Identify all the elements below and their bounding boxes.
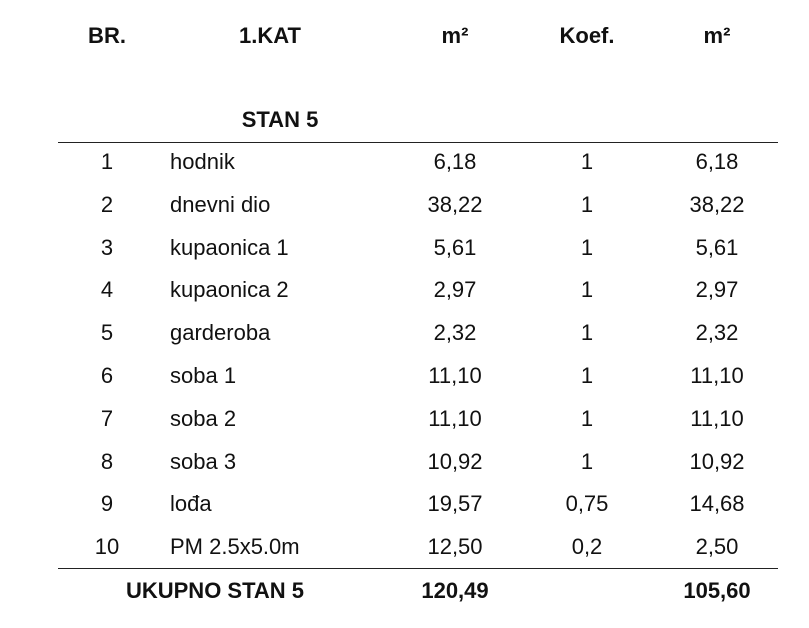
col-number-cell: 10 <box>94 534 120 560</box>
col-area-cell: 6,18 <box>433 149 477 174</box>
col-net-area-cell: 10,92 <box>689 448 745 474</box>
col-area-header: m² <box>441 23 469 48</box>
col-room-cell: kupaonica 2 <box>170 277 289 303</box>
col-area-cell: 38,22 <box>427 191 483 217</box>
total-label: UKUPNO STAN 5 <box>125 578 305 603</box>
col-number-cell: 7 <box>100 405 114 431</box>
col-room-cell: soba 3 <box>170 448 237 474</box>
col-coef-header: Koef. <box>559 23 615 48</box>
col-net-area-header: m² <box>703 23 731 48</box>
col-coef-cell: 1 <box>580 320 594 346</box>
col-area-cell: 5,61 <box>433 234 477 260</box>
col-room-cell: soba 1 <box>170 363 237 388</box>
section-title: STAN 5 <box>241 107 319 132</box>
col-number-cell: 5 <box>100 320 114 346</box>
col-area-cell: 2,32 <box>433 320 477 346</box>
col-room-cell: hodnik <box>170 149 235 174</box>
col-net-area-cell: 11,10 <box>690 405 744 431</box>
col-room-cell: soba 2 <box>170 405 237 431</box>
col-coef-cell: 1 <box>580 277 594 303</box>
col-area-cell: 19,57 <box>427 491 483 517</box>
total-net-area: 105,60 <box>683 578 751 603</box>
col-coef-cell: 1 <box>580 448 594 474</box>
col-net-area-cell: 11,10 <box>690 363 744 388</box>
header-rule <box>58 142 778 143</box>
col-coef-cell: 1 <box>580 405 594 431</box>
col-net-area-cell: 6,18 <box>695 149 739 174</box>
col-number-cell: 8 <box>100 448 114 474</box>
col-net-area-cell: 14,68 <box>689 491 745 517</box>
col-room-cell: dnevni dio <box>170 191 271 217</box>
col-coef-cell: 1 <box>580 363 594 388</box>
col-room-cell: kupaonica 1 <box>170 234 289 260</box>
col-coef-cell: 0,2 <box>571 534 603 560</box>
col-area-cell: 10,92 <box>427 448 483 474</box>
col-coef-cell: 1 <box>580 234 594 260</box>
col-coef-cell: 1 <box>580 149 594 174</box>
col-area-cell: 2,97 <box>433 277 477 303</box>
col-coef-cell: 1 <box>580 191 594 217</box>
col-net-area-cell: 5,61 <box>695 234 739 260</box>
col-number-cell: 4 <box>100 277 114 303</box>
col-room-cell: PM 2.5x5.0m <box>170 534 300 560</box>
col-net-area-cell: 38,22 <box>689 191 745 217</box>
col-net-area-cell: 2,97 <box>695 277 739 303</box>
col-number-cell: 2 <box>100 191 114 217</box>
col-number-cell: 1 <box>100 149 114 174</box>
col-number-cell: 9 <box>100 491 114 517</box>
col-net-area-cell: 2,32 <box>695 320 739 346</box>
col-area-cell: 11,10 <box>428 405 482 431</box>
col-room-cell: garderoba <box>170 320 271 346</box>
col-number-cell: 3 <box>100 234 114 260</box>
col-number-cell: 6 <box>100 363 114 388</box>
total-area: 120,49 <box>421 578 489 603</box>
col-coef-cell: 0,75 <box>565 491 609 517</box>
col-number-header: BR. <box>88 23 126 48</box>
total-rule <box>58 568 778 569</box>
col-room-cell: lođa <box>170 491 212 517</box>
col-room-header: 1.KAT <box>239 23 301 48</box>
col-net-area-cell: 2,50 <box>695 534 739 560</box>
col-area-cell: 11,10 <box>428 363 482 388</box>
col-area-cell: 12,50 <box>427 534 483 560</box>
